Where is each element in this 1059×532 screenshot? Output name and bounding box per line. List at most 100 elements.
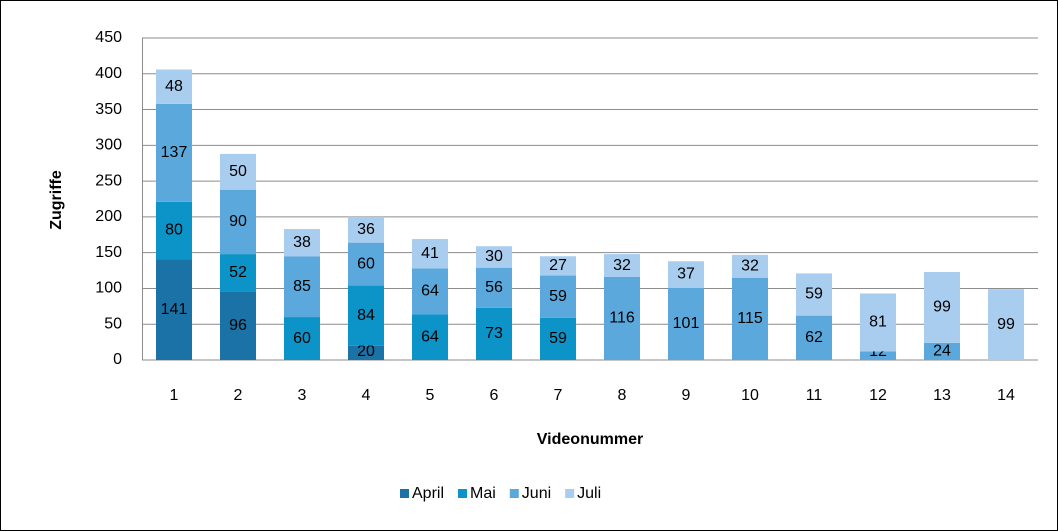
bar-segment bbox=[476, 307, 512, 360]
y-tick-label: 350 bbox=[95, 101, 122, 118]
data-label: 96 bbox=[229, 317, 247, 334]
bar-segment bbox=[796, 273, 832, 316]
bar-segment bbox=[156, 259, 192, 360]
data-label: 59 bbox=[805, 286, 823, 303]
bar-segment bbox=[540, 275, 576, 318]
x-tick-label: 2 bbox=[234, 387, 243, 404]
data-label: 36 bbox=[357, 221, 375, 238]
data-label: 141 bbox=[161, 301, 188, 318]
x-tick-label: 5 bbox=[426, 387, 435, 404]
x-tick-label: 1 bbox=[170, 387, 179, 404]
x-tick-label: 7 bbox=[554, 387, 563, 404]
bar-segment bbox=[860, 293, 896, 352]
bar-segment bbox=[412, 239, 448, 269]
data-label: 56 bbox=[485, 279, 503, 296]
data-label: 48 bbox=[165, 78, 183, 95]
bar-segment bbox=[860, 351, 896, 360]
data-label: 101 bbox=[673, 315, 700, 332]
bar-segment bbox=[412, 314, 448, 360]
bar-segment bbox=[156, 103, 192, 202]
data-label: 137 bbox=[161, 144, 188, 161]
x-tick-label: 8 bbox=[618, 387, 627, 404]
data-label: 27 bbox=[549, 257, 567, 274]
data-label: 73 bbox=[485, 325, 503, 342]
data-label: 64 bbox=[421, 328, 439, 345]
x-tick-label: 4 bbox=[362, 387, 371, 404]
bar-segment bbox=[348, 285, 384, 346]
data-label: 116 bbox=[609, 310, 635, 327]
legend-swatch bbox=[400, 489, 409, 498]
bar-segment bbox=[476, 246, 512, 268]
bar-segment bbox=[220, 254, 256, 292]
data-label: 81 bbox=[869, 314, 887, 331]
data-label: 64 bbox=[421, 283, 439, 300]
bar-segment bbox=[220, 291, 256, 360]
y-tick-label: 100 bbox=[95, 280, 122, 297]
data-label: 90 bbox=[229, 213, 247, 230]
data-label: 20 bbox=[357, 343, 375, 360]
data-label: 99 bbox=[997, 316, 1015, 333]
y-tick-label: 150 bbox=[95, 244, 122, 261]
data-label: 30 bbox=[485, 248, 503, 265]
data-label: 62 bbox=[805, 329, 823, 346]
bar-segment bbox=[540, 317, 576, 360]
legend-swatch bbox=[509, 489, 519, 498]
data-label: 59 bbox=[549, 288, 567, 305]
x-tick-label: 6 bbox=[490, 387, 499, 404]
data-label: 32 bbox=[741, 257, 759, 274]
bar-segment bbox=[476, 267, 512, 308]
bar-segment bbox=[924, 342, 960, 360]
bar-segment bbox=[220, 153, 256, 190]
legend-swatch bbox=[565, 489, 575, 498]
legend-label: April bbox=[412, 485, 444, 502]
bar-segment bbox=[668, 261, 704, 288]
data-label: 115 bbox=[737, 310, 763, 327]
data-label: 52 bbox=[229, 264, 247, 281]
x-tick-label: 11 bbox=[806, 387, 823, 404]
x-tick-label: 13 bbox=[933, 387, 951, 404]
bar-segment bbox=[156, 69, 192, 104]
bar-segment bbox=[348, 345, 384, 360]
y-tick-label: 450 bbox=[95, 29, 122, 46]
y-tick-label: 400 bbox=[95, 65, 122, 82]
bar-segment bbox=[284, 256, 320, 318]
y-tick-label: 0 bbox=[113, 351, 122, 368]
bar-segment bbox=[220, 189, 256, 255]
data-label: 41 bbox=[421, 245, 439, 262]
x-tick-label: 9 bbox=[682, 387, 691, 404]
bar-segment bbox=[988, 289, 1024, 360]
bar-segment bbox=[284, 317, 320, 360]
data-label: 99 bbox=[933, 299, 951, 316]
data-label: 60 bbox=[357, 255, 375, 272]
bar-segment bbox=[412, 268, 448, 315]
bar-segment bbox=[284, 229, 320, 257]
data-label: 84 bbox=[357, 307, 375, 324]
bar-segment bbox=[732, 254, 768, 278]
x-tick-label: 12 bbox=[869, 387, 887, 404]
y-tick-label: 300 bbox=[95, 137, 122, 154]
x-tick-label: 10 bbox=[741, 387, 759, 404]
legend-label: Juni bbox=[522, 485, 551, 502]
bar-segment bbox=[604, 254, 640, 277]
bar-segment bbox=[348, 216, 384, 243]
data-label: 85 bbox=[293, 278, 311, 295]
x-tick-label: 14 bbox=[997, 387, 1015, 404]
data-label: 24 bbox=[933, 343, 951, 360]
y-axis-label: Zugriffe bbox=[48, 170, 65, 230]
bar-segment bbox=[604, 276, 640, 360]
data-label: 37 bbox=[677, 266, 695, 283]
data-label: 59 bbox=[549, 330, 567, 347]
data-label: 60 bbox=[293, 330, 311, 347]
x-axis-label: Videonummer bbox=[537, 431, 643, 448]
bar-segment bbox=[924, 271, 960, 343]
bar-segment bbox=[796, 315, 832, 360]
y-tick-label: 250 bbox=[95, 172, 122, 189]
bar-segment bbox=[156, 201, 192, 260]
y-tick-label: 50 bbox=[104, 315, 122, 332]
data-label: 32 bbox=[613, 257, 631, 274]
legend-swatch bbox=[458, 489, 468, 498]
data-label: 38 bbox=[293, 234, 311, 251]
data-label: 50 bbox=[229, 163, 247, 180]
bar-segment bbox=[732, 277, 768, 360]
